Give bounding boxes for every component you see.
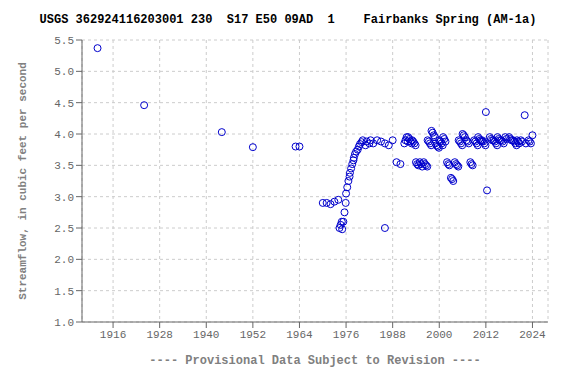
svg-text:1988: 1988 <box>379 329 405 341</box>
svg-text:1.0: 1.0 <box>54 317 74 329</box>
svg-text:3.0: 3.0 <box>54 192 74 204</box>
svg-text:2.0: 2.0 <box>54 254 74 266</box>
svg-text:1.5: 1.5 <box>54 286 74 298</box>
svg-text:1916: 1916 <box>100 329 126 341</box>
svg-text:1964: 1964 <box>286 329 313 341</box>
svg-text:1940: 1940 <box>193 329 219 341</box>
svg-text:---- Provisional Data Subject: ---- Provisional Data Subject to Revisio… <box>149 354 480 368</box>
svg-text:3.5: 3.5 <box>54 160 74 172</box>
svg-text:Streamflow, in cubic feet per: Streamflow, in cubic feet per second <box>17 62 29 300</box>
svg-text:4.0: 4.0 <box>54 129 74 141</box>
svg-text:5.5: 5.5 <box>54 35 74 47</box>
svg-text:2024: 2024 <box>519 329 546 341</box>
html-text:USGS 362924116203001 230 S17 E: USGS 362924116203001 230 S17 E50 09AD 1 … <box>39 13 537 27</box>
svg-text:1976: 1976 <box>333 329 359 341</box>
svg-text:2012: 2012 <box>473 329 499 341</box>
svg-text:2.5: 2.5 <box>54 223 74 235</box>
svg-text:5.0: 5.0 <box>54 66 74 78</box>
svg-text:1928: 1928 <box>146 329 172 341</box>
svg-text:4.5: 4.5 <box>54 98 74 110</box>
svg-text:1952: 1952 <box>240 329 266 341</box>
svg-text:2000: 2000 <box>426 329 452 341</box>
